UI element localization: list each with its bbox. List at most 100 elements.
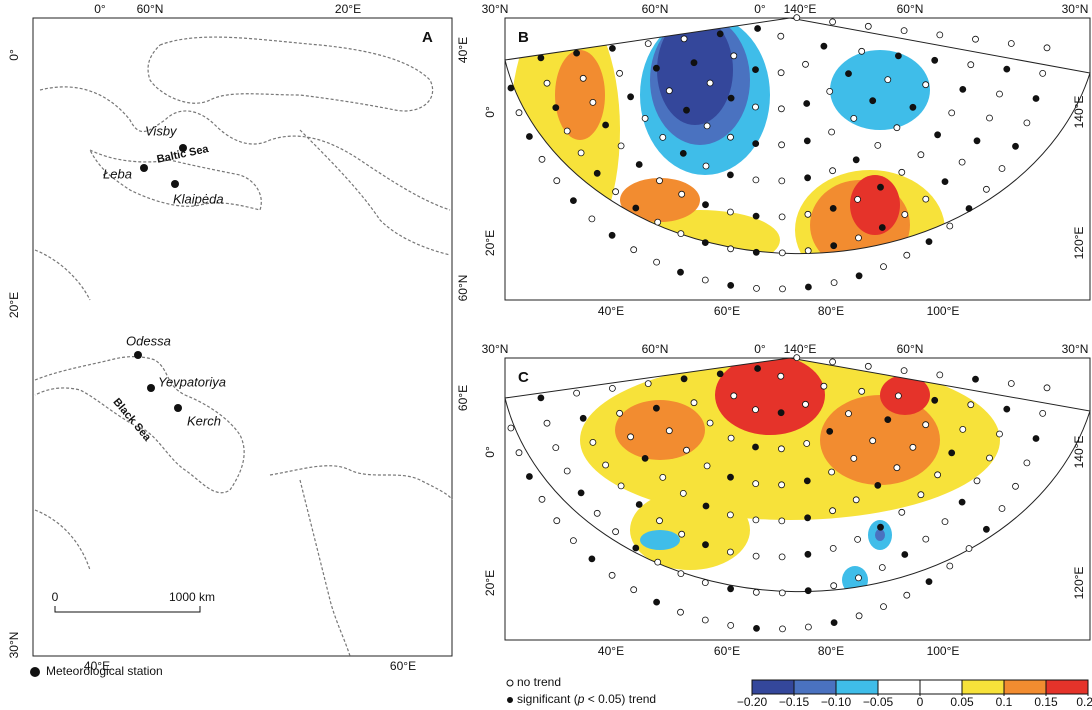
grid-point (577, 149, 585, 157)
grid-point (830, 619, 838, 626)
grid-point (855, 574, 862, 582)
grid-point (778, 589, 786, 597)
grid-point (659, 473, 667, 481)
grid-point (948, 109, 956, 117)
grid-point (683, 446, 690, 454)
grid-point (701, 276, 709, 284)
grid-point (752, 212, 760, 220)
grid-point (609, 45, 616, 52)
grid-point (727, 281, 735, 289)
grid-point (804, 514, 811, 522)
grid-point (677, 608, 684, 616)
grid-point (665, 427, 673, 435)
grid-point (617, 142, 625, 150)
left-label: 30°N (7, 632, 21, 659)
grid-point (752, 103, 759, 111)
grid-point (644, 40, 652, 47)
grid-point (877, 523, 884, 531)
grid-point (1043, 44, 1051, 52)
colorbar-bin (1045, 679, 1089, 695)
grid-point (579, 74, 587, 82)
top-label: 30°N (482, 2, 509, 16)
grid-point (909, 443, 917, 451)
grid-point (701, 616, 709, 624)
grid-point (959, 86, 967, 93)
grid-point (690, 399, 698, 407)
grid-point (665, 87, 673, 95)
grid-point (752, 443, 759, 451)
grid-point (1003, 405, 1011, 413)
left-label: 0° (7, 49, 21, 61)
legend-text: < 0.05) trend (584, 692, 656, 706)
grid-point (653, 404, 660, 412)
grid-point (922, 535, 930, 543)
top-label: 30°N (482, 342, 509, 356)
grid-point (874, 141, 882, 149)
grid-point (752, 248, 760, 256)
grid-point (602, 121, 609, 129)
top-label: 0° (754, 2, 766, 16)
grid-point (515, 449, 523, 457)
grid-point (727, 585, 734, 593)
panel-label: A (422, 29, 433, 46)
grid-point (900, 367, 908, 375)
grid-point (753, 625, 760, 632)
grid-point (779, 285, 786, 293)
grid-point (946, 222, 954, 230)
grid-point (973, 137, 981, 145)
grid-point (653, 258, 660, 266)
grid-point (917, 491, 925, 499)
bottom-label: 40°E (598, 304, 624, 318)
grid-point (803, 477, 811, 485)
grid-point (573, 49, 580, 57)
coastline (34, 129, 451, 301)
grid-point (996, 90, 1003, 98)
grid-point (805, 623, 812, 631)
grid-point (869, 97, 877, 105)
panel-c: 30°N 60°N 0° 140°E 60°N 30°N 0° 20°E 140°E 120°E 4… (482, 342, 1091, 658)
grid-point (630, 586, 638, 594)
coastline (147, 36, 434, 112)
grid-point (616, 409, 623, 417)
grid-point (986, 114, 993, 122)
grid-point (793, 354, 801, 362)
grid-point (589, 438, 597, 446)
grid-point (777, 69, 785, 77)
grid-point (803, 440, 811, 447)
grid-point (552, 104, 560, 111)
grid-point (884, 76, 892, 83)
grid-point (965, 545, 973, 552)
grid-point (656, 517, 663, 525)
grid-point (538, 495, 546, 503)
grid-point (878, 224, 886, 231)
top-label: 60°N (642, 2, 669, 16)
legend-symbol (507, 697, 513, 703)
grid-point (895, 392, 902, 400)
colorbar-bin (1003, 679, 1047, 695)
grid-point (804, 247, 812, 255)
grid-point (983, 185, 990, 193)
grid-point (679, 489, 687, 497)
left-label: 20°E (7, 292, 21, 318)
grid-point (804, 587, 812, 595)
grid-point (983, 525, 990, 533)
grid-point (632, 204, 640, 212)
colorbar-label: −0.10 (821, 695, 852, 709)
station-label: Odessa (126, 333, 171, 348)
trend-field (580, 358, 1000, 592)
station-label: Yevpatoriya (158, 374, 226, 389)
grid-point (570, 197, 577, 205)
panel-b: 30°N 60°N 0° 140°E 60°N 30°N 0° 20°E 140°E 120°E 4… (482, 2, 1091, 318)
grid-point (877, 183, 884, 191)
left-label: 0° (483, 446, 497, 458)
grid-point (730, 52, 738, 60)
grid-point (803, 137, 811, 145)
grid-point (936, 31, 944, 39)
grid-point (830, 279, 838, 287)
grid-point (845, 70, 852, 77)
grid-point (967, 401, 975, 409)
grid-point (986, 454, 993, 462)
grid-point (909, 103, 917, 111)
grid-point (898, 168, 906, 176)
grid-point (855, 272, 863, 280)
